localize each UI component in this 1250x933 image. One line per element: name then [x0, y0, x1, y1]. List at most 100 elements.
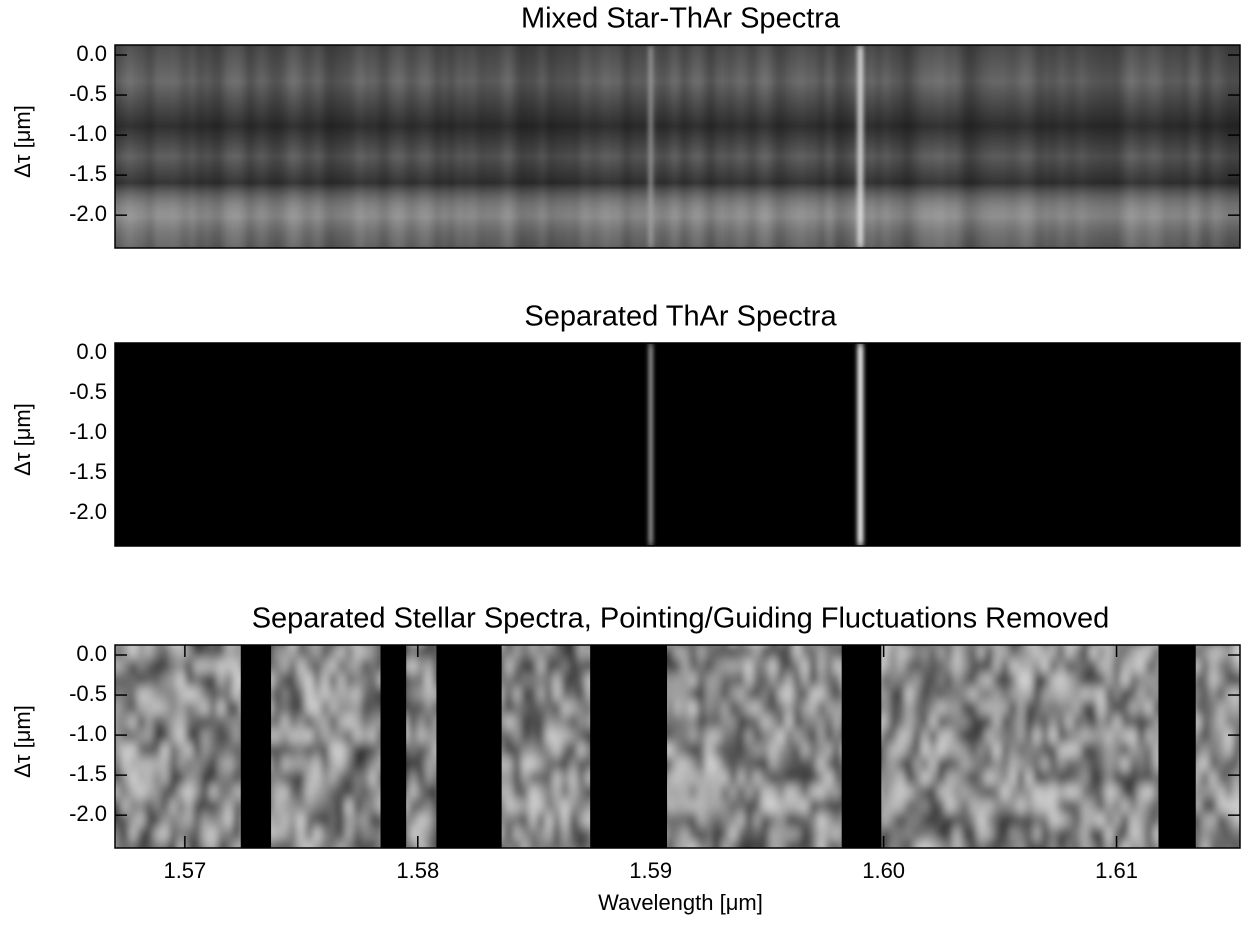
texture-cell: [521, 785, 529, 799]
texture-cell: [1153, 673, 1161, 687]
texture-cell: [417, 785, 425, 799]
texture-cell: [161, 799, 169, 813]
texture-cell: [409, 841, 417, 848]
texture-cell: [217, 799, 225, 813]
texture-cell: [1073, 701, 1081, 715]
texture-cell: [217, 701, 225, 715]
texture-cell: [697, 799, 705, 813]
texture-cell: [345, 841, 353, 848]
texture-cell: [201, 659, 209, 673]
texture-cell: [233, 701, 241, 715]
texture-cell: [945, 715, 953, 729]
texture-cell: [353, 673, 361, 687]
texture-cell: [321, 799, 329, 813]
texture-cell: [1017, 701, 1025, 715]
texture-cell: [937, 757, 945, 771]
texture-cell: [169, 757, 177, 771]
texture-cell: [1105, 799, 1113, 813]
texture-cell: [425, 715, 433, 729]
texture-cell: [193, 841, 201, 848]
texture-cell: [945, 757, 953, 771]
texture-cell: [889, 729, 897, 743]
texture-cell: [961, 687, 969, 701]
texture-cell: [217, 757, 225, 771]
texture-cell: [1065, 785, 1073, 799]
texture-cell: [1025, 715, 1033, 729]
texture-cell: [153, 827, 161, 841]
texture-cell: [561, 855, 569, 869]
texture-cell: [769, 855, 777, 869]
texture-cell: [145, 715, 153, 729]
texture-cell: [225, 855, 233, 869]
texture-cell: [1105, 659, 1113, 673]
texture-cell: [785, 701, 793, 715]
texture-cell: [937, 701, 945, 715]
texture-cell: [345, 659, 353, 673]
texture-cell: [585, 659, 593, 673]
texture-cell: [1033, 659, 1041, 673]
texture-cell: [353, 813, 361, 827]
texture-cell: [681, 771, 689, 785]
texture-cell: [513, 841, 521, 848]
texture-cell: [577, 827, 585, 841]
texture-cell: [137, 799, 145, 813]
texture-cell: [1017, 827, 1025, 841]
texture-cell: [513, 743, 521, 757]
texture-cell: [817, 771, 825, 785]
texture-cell: [121, 659, 129, 673]
texture-cell: [225, 687, 233, 701]
texture-cell: [705, 841, 713, 848]
texture-cell: [185, 771, 193, 785]
texture-cell: [561, 771, 569, 785]
texture-cell: [809, 701, 817, 715]
texture-cell: [985, 743, 993, 757]
texture-cell: [881, 659, 889, 673]
texture-cell: [1241, 701, 1249, 715]
texture-cell: [1089, 645, 1097, 659]
texture-cell: [1153, 687, 1161, 701]
texture-cell: [1065, 757, 1073, 771]
texture-cell: [761, 715, 769, 729]
texture-cell: [505, 757, 513, 771]
texture-cell: [993, 855, 1001, 869]
texture-cell: [985, 715, 993, 729]
texture-cell: [1169, 631, 1177, 645]
texture-cell: [905, 785, 913, 799]
texture-cell: [193, 757, 201, 771]
texture-cell: [145, 785, 153, 799]
texture-cell: [737, 841, 745, 848]
texture-cell: [1025, 701, 1033, 715]
texture-cell: [785, 813, 793, 827]
texture-cell: [705, 855, 713, 869]
texture-cell: [977, 687, 985, 701]
texture-cell: [145, 743, 153, 757]
texture-cell: [115, 743, 121, 757]
texture-cell: [801, 729, 809, 743]
texture-cell: [761, 743, 769, 757]
texture-cell: [777, 757, 785, 771]
texture-cell: [1241, 785, 1249, 799]
texture-cell: [1145, 645, 1153, 659]
texture-cell: [721, 673, 729, 687]
texture-cell: [1129, 813, 1137, 827]
texture-cell: [937, 729, 945, 743]
texture-cell: [505, 855, 513, 869]
texture-cell: [913, 701, 921, 715]
texture-cell: [609, 855, 617, 869]
texture-cell: [1097, 785, 1105, 799]
texture-cell: [257, 855, 265, 869]
texture-cell: [697, 729, 705, 743]
texture-cell: [705, 729, 713, 743]
texture-cell: [1017, 771, 1025, 785]
texture-cell: [329, 659, 337, 673]
texture-cell: [345, 813, 353, 827]
texture-cell: [1137, 855, 1145, 869]
texture-cell: [793, 743, 801, 757]
texture-cell: [897, 701, 905, 715]
texture-cell: [801, 827, 809, 841]
texture-cell: [425, 701, 433, 715]
texture-cell: [753, 841, 761, 848]
texture-cell: [1081, 827, 1089, 841]
texture-cell: [193, 827, 201, 841]
texture-cell: [329, 743, 337, 757]
